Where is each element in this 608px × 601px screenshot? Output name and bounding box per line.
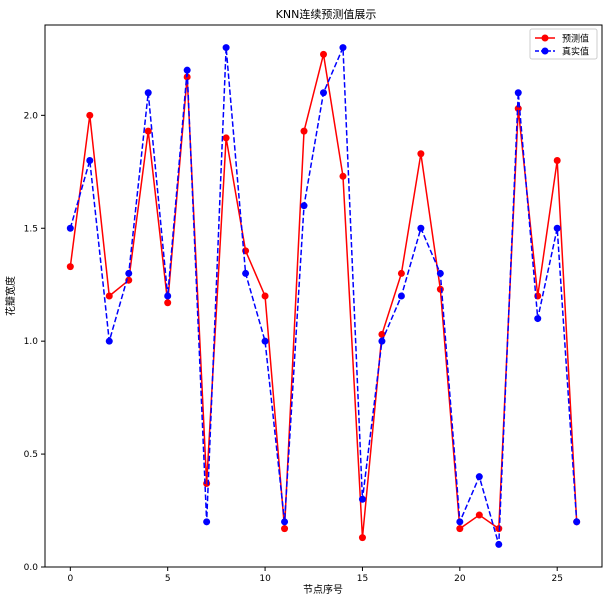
- series-0-point-17: [397, 269, 405, 277]
- series-1-point-19: [436, 269, 444, 277]
- series-0-point-16: [378, 330, 386, 338]
- series-line-1: [69, 47, 578, 545]
- x-tick-label-4: 20: [454, 574, 466, 584]
- y-tick-label-3: 1.5: [24, 224, 38, 234]
- series-1-point-24: [534, 315, 542, 323]
- series-1-point-11: [281, 518, 289, 526]
- series-0-point-19: [436, 285, 444, 293]
- x-tick-label-1: 5: [165, 574, 171, 584]
- series-1-point-12: [300, 202, 308, 210]
- series-1-point-6: [183, 66, 191, 74]
- series-1-point-26: [573, 518, 581, 526]
- series-0-point-10: [261, 292, 269, 300]
- y-axis: 0.0 0.5 1.0 1.5 2.0: [24, 111, 45, 573]
- series-1-point-1: [86, 157, 94, 164]
- legend-marker-0: [541, 34, 549, 42]
- series-1-point-20: [456, 518, 464, 526]
- x-tick-label-5: 25: [551, 574, 562, 584]
- series-0-point-25: [553, 157, 561, 164]
- series-1-point-22: [495, 540, 503, 548]
- series-1-point-21: [475, 473, 483, 481]
- series-0-point-13: [320, 50, 327, 58]
- legend-marker-1: [541, 47, 549, 55]
- y-tick-label-2: 1.0: [24, 337, 39, 347]
- series-0-point-5: [164, 299, 172, 307]
- series-1-point-7: [203, 518, 211, 526]
- series-1-point-8: [222, 44, 230, 52]
- series-0-point-2: [105, 292, 113, 300]
- series-1-point-15: [358, 495, 366, 503]
- series-1-point-23: [514, 89, 522, 97]
- series-1-point-16: [378, 337, 386, 345]
- series-1-point-14: [339, 44, 347, 52]
- series-1-point-0: [66, 224, 74, 232]
- series-1-point-10: [261, 337, 269, 345]
- series-0-point-11: [281, 525, 289, 533]
- x-tick-label-0: 0: [67, 574, 73, 584]
- series-0-point-1: [86, 111, 94, 119]
- series-0-point-14: [339, 172, 347, 180]
- series-0-point-4: [144, 127, 152, 135]
- x-tick-label-2: 10: [259, 574, 271, 584]
- series-0-point-20: [456, 525, 464, 533]
- x-tick-label-3: 15: [357, 574, 368, 584]
- y-tick-label-0: 0.0: [24, 563, 39, 573]
- series-1-point-25: [553, 224, 561, 232]
- series-0-point-18: [417, 150, 425, 158]
- plot-area: [66, 44, 581, 548]
- series-0-point-21: [475, 511, 483, 519]
- series-0-point-8: [222, 134, 230, 142]
- y-tick-label-4: 2.0: [24, 111, 39, 121]
- series-1-point-3: [125, 269, 133, 277]
- series-0-point-12: [300, 127, 308, 135]
- y-axis-label: 花瓣宽度: [4, 276, 17, 316]
- legend-label-0: 预测值: [562, 33, 589, 45]
- x-axis: 0 5 10 15 20 25: [67, 567, 563, 584]
- series-line-0: [69, 54, 578, 538]
- series-1-point-13: [320, 89, 327, 97]
- legend-label-1: 真实值: [562, 46, 589, 58]
- series-1-point-5: [164, 292, 172, 300]
- y-tick-label-1: 0.5: [24, 450, 38, 460]
- series-1-point-2: [105, 337, 113, 345]
- series-1-point-18: [417, 224, 425, 232]
- x-axis-label: 节点序号: [303, 583, 343, 596]
- series-0-point-15: [358, 534, 366, 542]
- plot-frame: [44, 24, 603, 568]
- chart-title: KNN连续预测值展示: [276, 7, 377, 21]
- series-0-point-0: [66, 263, 74, 271]
- series-1-point-17: [397, 292, 405, 300]
- series-1-point-9: [242, 269, 250, 277]
- series-1-point-4: [144, 89, 152, 97]
